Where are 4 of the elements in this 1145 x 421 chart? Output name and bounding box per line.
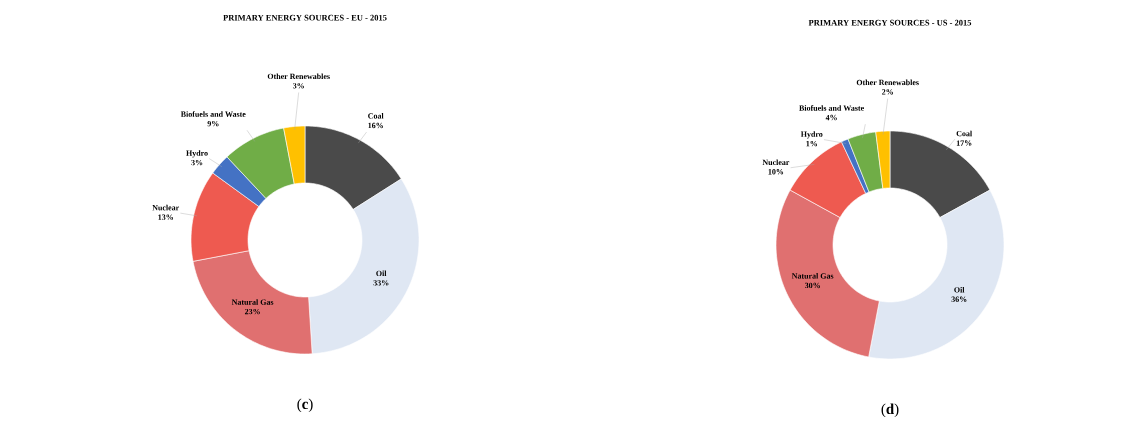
text: (d) — [881, 403, 899, 418]
chart-title: PRIMARY ENERGY SOURCES - US - 2015 — [808, 19, 972, 26]
chart-title: PRIMARY ENERGY SOURCES - EU - 2015 — [223, 14, 387, 21]
text: (c) — [297, 398, 313, 413]
